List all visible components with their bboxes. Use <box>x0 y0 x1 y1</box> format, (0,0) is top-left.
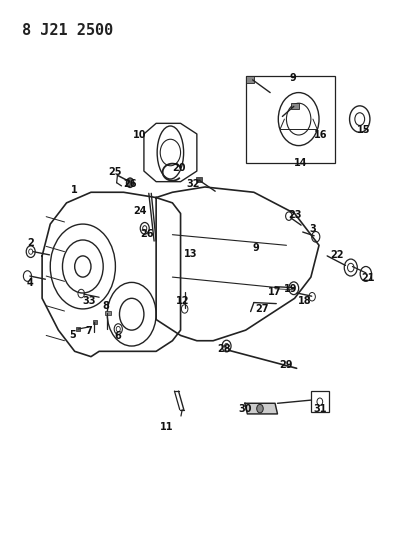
Text: 16: 16 <box>314 130 327 140</box>
Bar <box>105 311 110 316</box>
Text: 25: 25 <box>108 167 122 177</box>
Text: 28: 28 <box>217 344 231 354</box>
Text: 15: 15 <box>356 125 370 135</box>
Bar <box>291 103 298 109</box>
Text: 14: 14 <box>293 158 307 168</box>
Circle shape <box>256 405 263 413</box>
Text: 18: 18 <box>297 296 311 306</box>
Text: 10: 10 <box>133 130 146 140</box>
Text: 21: 21 <box>360 273 374 283</box>
Bar <box>245 76 335 163</box>
Circle shape <box>126 178 133 188</box>
Text: 22: 22 <box>330 250 343 260</box>
Text: 4: 4 <box>27 278 33 288</box>
Text: 27: 27 <box>255 304 268 314</box>
Text: 2: 2 <box>27 238 34 248</box>
Text: 5: 5 <box>69 330 76 341</box>
Text: 3: 3 <box>309 224 315 235</box>
Text: 11: 11 <box>159 422 173 432</box>
Text: 23: 23 <box>288 209 301 220</box>
Text: 31: 31 <box>312 403 326 414</box>
Text: 26: 26 <box>140 229 153 239</box>
Text: 33: 33 <box>82 296 95 306</box>
Text: 24: 24 <box>133 206 146 216</box>
Text: 32: 32 <box>186 179 199 189</box>
Text: 29: 29 <box>279 360 292 369</box>
Text: 12: 12 <box>175 296 189 306</box>
Text: 8: 8 <box>102 301 109 311</box>
Text: 9: 9 <box>288 72 295 83</box>
Text: 8 J21 2500: 8 J21 2500 <box>22 22 113 38</box>
Text: 13: 13 <box>184 249 197 260</box>
Bar <box>245 76 253 83</box>
Text: 26: 26 <box>123 179 136 189</box>
Bar <box>196 177 201 182</box>
Text: 9: 9 <box>252 243 258 253</box>
Bar <box>76 327 80 330</box>
Text: 6: 6 <box>114 332 121 342</box>
Text: 17: 17 <box>267 287 281 297</box>
Bar <box>310 391 328 413</box>
Polygon shape <box>244 403 277 414</box>
Text: 1: 1 <box>71 184 78 195</box>
Bar <box>92 320 97 324</box>
Text: 7: 7 <box>85 326 92 336</box>
Text: 30: 30 <box>238 403 251 414</box>
Text: 19: 19 <box>283 284 297 294</box>
Text: 20: 20 <box>171 164 185 173</box>
